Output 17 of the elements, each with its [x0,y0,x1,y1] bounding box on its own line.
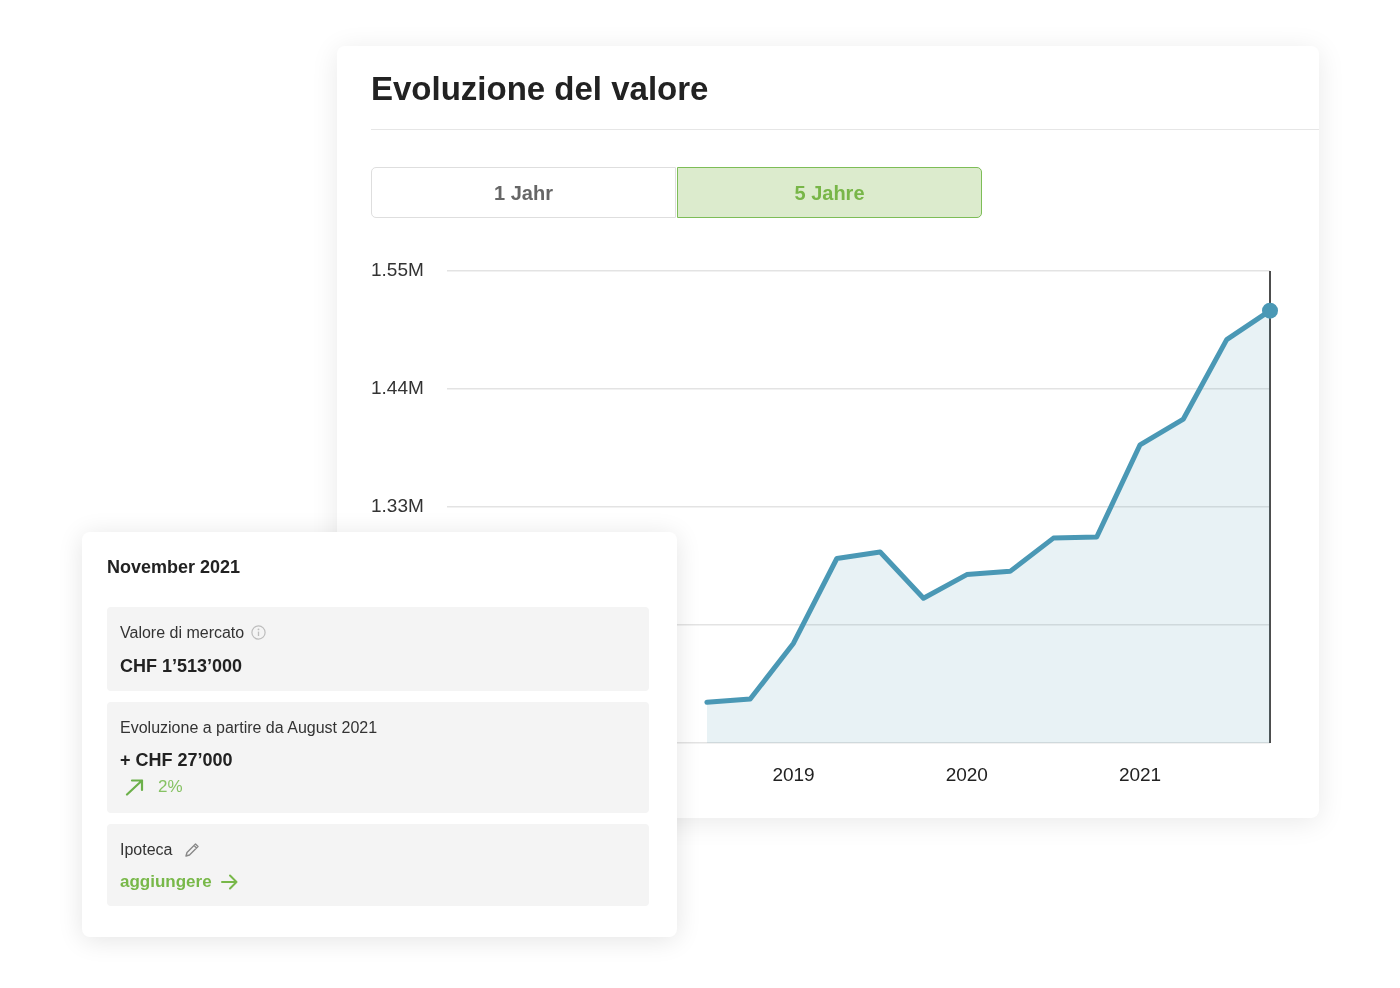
y-tick-label: 1.44M [371,377,424,399]
text: Evoluzione a partire da August 2021 [120,719,378,736]
y-tick-label: 1.55M [371,259,424,281]
text: aggiungere [120,872,212,892]
segment-button: 1 Jahr [371,167,676,218]
x-tick-label: 2020 [945,763,988,785]
segment-button: 5 Jahre [677,167,982,218]
y-tick-label: 1.33M [371,495,424,517]
text: CHF 1’513’000 [120,656,243,676]
text: 2% [158,777,183,796]
text: + CHF 27’000 [120,750,233,770]
text: Valore di mercato [120,623,245,642]
text: Ipoteca [120,840,173,859]
x-tick-label: 2021 [1118,763,1162,785]
x-tick-label: 2019 [772,763,815,785]
text: November 2021 [107,557,241,577]
chart-title: Evoluzione del valore [371,69,709,109]
